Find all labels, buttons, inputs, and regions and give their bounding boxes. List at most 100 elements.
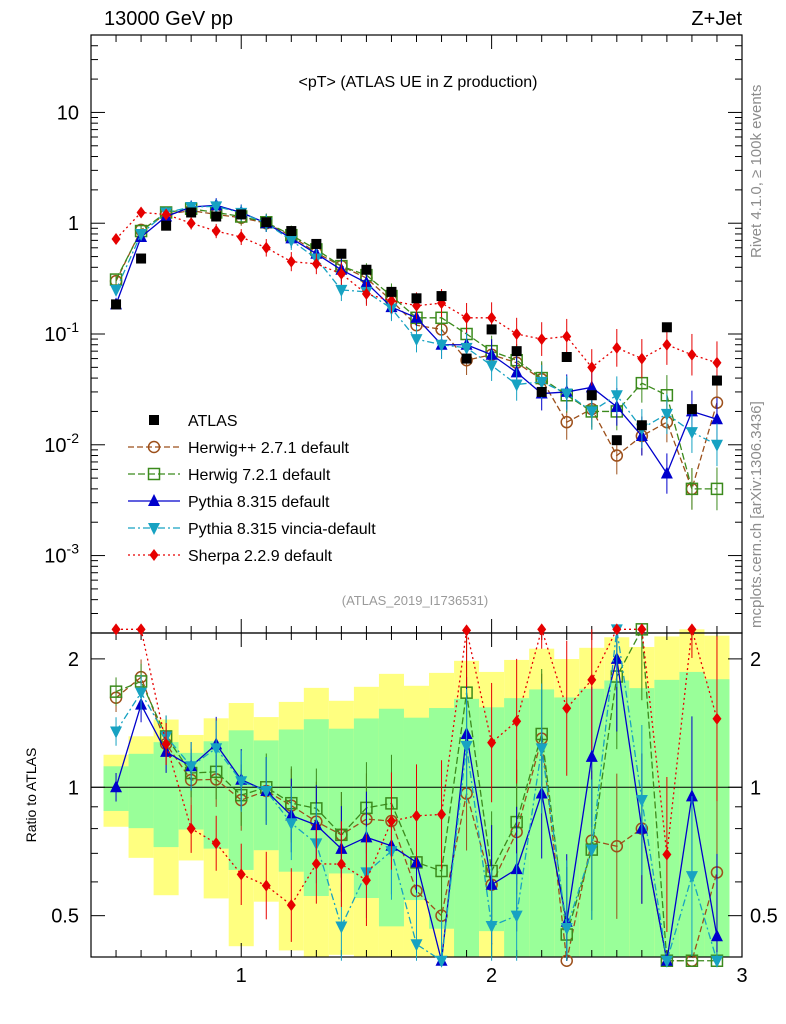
ratio-point	[560, 923, 573, 936]
data-point	[586, 390, 597, 401]
ratio-point	[136, 623, 146, 636]
ratio-point	[462, 624, 472, 637]
legend-marker	[147, 440, 161, 454]
ratio-tick-label: 1	[750, 777, 761, 799]
ratio-tick-label: 0.5	[750, 906, 778, 928]
ratio-point	[386, 815, 396, 828]
data-point	[537, 333, 547, 346]
data-point	[560, 415, 573, 429]
data-point	[485, 360, 498, 373]
legend-marker	[148, 523, 160, 535]
ratio-point	[485, 921, 498, 934]
band-1sigma	[128, 753, 154, 829]
data-point	[462, 311, 472, 324]
x-tick-label: 2	[486, 965, 497, 987]
ratio-point	[585, 749, 598, 762]
ratio-point	[285, 818, 298, 831]
data-point	[661, 322, 672, 333]
ratio-point	[585, 844, 598, 857]
analysis-label: (ATLAS_2019_I1736531)	[342, 593, 488, 608]
series-atlas	[111, 207, 722, 446]
data-point	[286, 255, 296, 268]
ratio-point	[210, 743, 223, 756]
ratio-point	[311, 857, 321, 870]
plot-title: <pT> (ATLAS UE in Z production)	[299, 74, 538, 91]
data-point	[210, 201, 223, 214]
ratio-point	[336, 858, 346, 871]
ratio-point	[161, 738, 171, 751]
y-tick-label: 10-3	[44, 541, 79, 568]
data-point	[461, 353, 472, 364]
ratio-point	[660, 955, 673, 968]
data-point	[685, 482, 699, 496]
data-point	[611, 435, 622, 446]
data-point	[687, 348, 697, 361]
legend: ATLAS Herwig++ 2.7.1 default Herwig 7.2.1 …	[128, 413, 376, 565]
data-point	[186, 207, 197, 218]
data-point	[361, 287, 371, 300]
data-point	[236, 231, 246, 244]
ratio-point	[412, 809, 421, 822]
ratio-point	[111, 623, 121, 636]
legend-entry: Pythia 8.315 vincia-default	[128, 521, 376, 538]
ratio-point	[512, 715, 522, 728]
legend-marker	[149, 415, 159, 425]
legend-entry: Herwig++ 2.7.1 default	[128, 440, 350, 457]
ratio-point	[460, 740, 473, 753]
legend-entry: Sherpa 2.2.9 default	[128, 548, 333, 565]
ratio-point	[286, 899, 296, 912]
ratio-layer	[109, 623, 724, 968]
ratio-point	[135, 687, 148, 700]
data-point	[610, 449, 624, 462]
data-point	[110, 284, 123, 297]
ratio-point	[612, 623, 622, 636]
series-herwig-7-2-1-default	[109, 202, 724, 511]
data-point	[460, 342, 473, 355]
data-point	[636, 420, 647, 431]
data-point	[410, 334, 423, 347]
ratio-point	[537, 623, 547, 636]
data-point	[211, 225, 221, 238]
data-point	[261, 241, 271, 254]
data-point	[186, 217, 196, 230]
legend-label: ATLAS	[188, 413, 238, 430]
legend-marker	[148, 494, 160, 506]
data-point	[211, 211, 222, 222]
x-tick-label: 3	[736, 965, 747, 987]
ratio-point	[260, 785, 273, 798]
data-point	[335, 284, 348, 297]
y-tick-label: 1	[68, 213, 79, 235]
data-point	[585, 380, 598, 393]
data-point	[637, 352, 647, 365]
ratio-sherpa-2-2-9-default	[111, 623, 722, 942]
ratio-point	[635, 795, 648, 808]
legend-entry: Pythia 8.315 default	[128, 494, 330, 511]
data-point	[487, 311, 497, 324]
data-point	[286, 226, 297, 237]
data-point	[712, 356, 722, 369]
data-point	[510, 379, 523, 392]
data-point	[711, 375, 722, 386]
ratio-tick-label: 2	[750, 649, 761, 671]
data-point	[411, 293, 422, 304]
data-point	[710, 439, 723, 452]
ratio-tick-label: 1	[68, 777, 79, 799]
ratio-point	[610, 840, 624, 853]
data-point	[311, 257, 321, 270]
data-point	[361, 264, 372, 275]
ratio-point	[510, 910, 523, 923]
ratio-point	[410, 939, 423, 952]
series-herwig-2-7-1-default	[109, 204, 724, 510]
data-point	[386, 286, 397, 297]
ratio-point	[261, 879, 271, 892]
ratio-point	[437, 808, 447, 821]
legend-entry: ATLAS	[149, 413, 238, 430]
ratio-point	[710, 929, 723, 942]
data-point	[386, 294, 396, 307]
ratio-point	[710, 955, 723, 968]
legend-entry: Herwig 7.2.1 default	[128, 467, 331, 484]
ratio-point	[687, 623, 697, 636]
series-layer	[109, 198, 724, 511]
energy-label: 13000 GeV pp	[104, 8, 233, 30]
